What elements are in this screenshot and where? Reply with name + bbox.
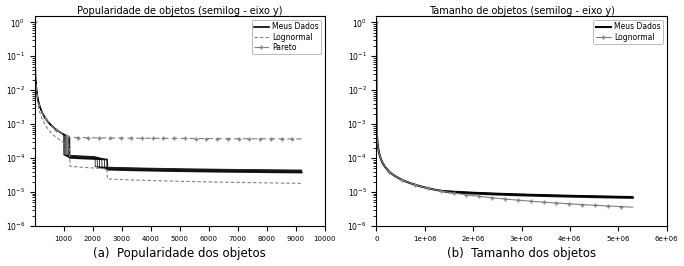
Lognormal <box>524 200 532 203</box>
Lognormal <box>529 200 538 203</box>
Lognormal <box>250 181 258 184</box>
Pareto <box>298 137 306 140</box>
Lognormal <box>157 179 166 182</box>
X-axis label: (a)  Popularidade dos objetos: (a) Popularidade dos objetos <box>94 247 266 260</box>
Legend: Meus Dados, Lognormal: Meus Dados, Lognormal <box>593 20 663 44</box>
Pareto <box>284 137 292 140</box>
Lognormal <box>525 200 533 203</box>
Lognormal <box>31 21 39 24</box>
Pareto <box>41 117 49 120</box>
Pareto <box>80 136 88 139</box>
Lognormal <box>629 206 637 209</box>
Pareto <box>102 136 110 139</box>
Title: Popularidade de objetos (semilog - eixo y): Popularidade de objetos (semilog - eixo … <box>77 6 282 15</box>
Lognormal <box>175 180 183 183</box>
Lognormal <box>605 205 613 208</box>
Line: Pareto: Pareto <box>32 20 304 141</box>
Lognormal <box>588 203 596 207</box>
Line: Lognormal: Lognormal <box>374 20 635 210</box>
Pareto <box>47 123 55 127</box>
Pareto <box>275 137 283 140</box>
Line: Lognormal: Lognormal <box>35 22 302 183</box>
Lognormal <box>373 138 382 141</box>
Lognormal <box>372 21 380 24</box>
Lognormal <box>159 179 167 182</box>
Lognormal <box>189 180 198 183</box>
Legend: Meus Dados, Lognormal, Pareto: Meus Dados, Lognormal, Pareto <box>252 20 321 54</box>
Pareto <box>31 21 39 24</box>
Lognormal <box>291 182 300 185</box>
X-axis label: (b)  Tamanho dos objetos: (b) Tamanho dos objetos <box>447 247 596 260</box>
Lognormal <box>298 182 306 185</box>
Title: Tamanho de objetos (semilog - eixo y): Tamanho de objetos (semilog - eixo y) <box>429 6 614 15</box>
